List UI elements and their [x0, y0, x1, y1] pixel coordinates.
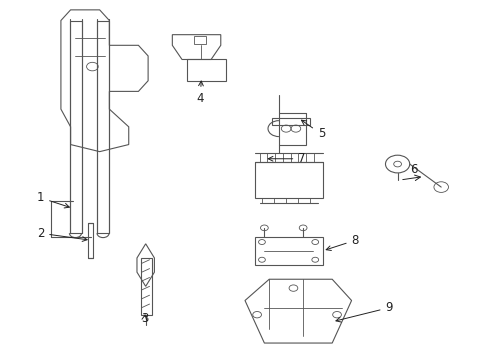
Bar: [255, 237, 322, 265]
Bar: [70, 21, 82, 233]
Text: 2: 2: [37, 227, 87, 242]
Text: 9: 9: [336, 301, 393, 322]
Text: 1: 1: [37, 191, 70, 208]
Bar: [97, 21, 109, 233]
Text: 7: 7: [268, 152, 306, 165]
Bar: [194, 36, 206, 44]
Text: 3: 3: [141, 312, 148, 325]
Text: 6: 6: [410, 163, 417, 176]
Bar: [279, 113, 306, 145]
Bar: [187, 59, 225, 81]
Text: 5: 5: [301, 120, 325, 140]
Bar: [88, 222, 94, 258]
Bar: [271, 118, 310, 125]
Bar: [255, 162, 322, 198]
Bar: [141, 258, 151, 315]
Text: 8: 8: [326, 234, 359, 251]
Text: 4: 4: [196, 81, 204, 105]
